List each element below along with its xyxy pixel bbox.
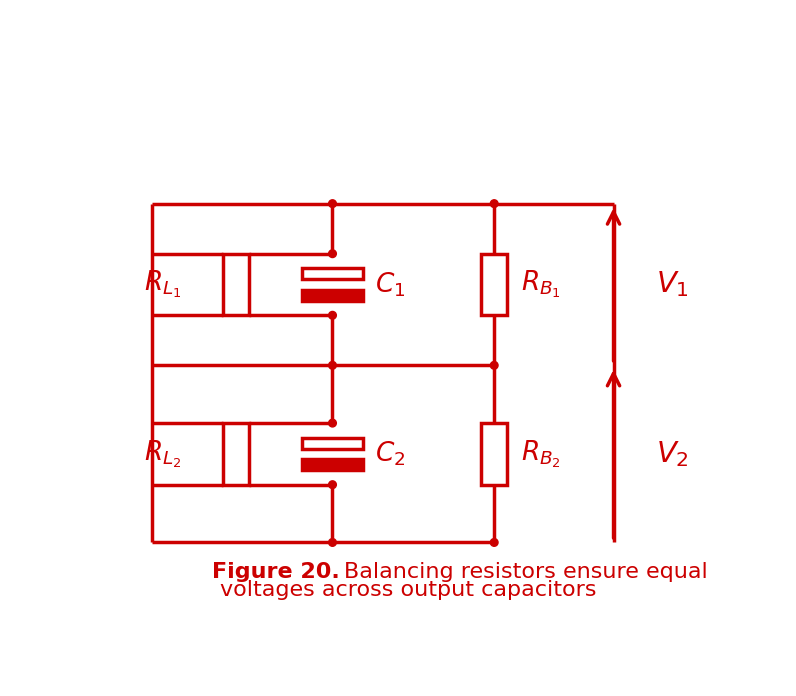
Text: $V_2$: $V_2$ bbox=[656, 439, 689, 469]
Text: $C_2$: $C_2$ bbox=[375, 440, 405, 468]
Text: $R_{L_2}$: $R_{L_2}$ bbox=[144, 438, 181, 470]
Circle shape bbox=[329, 200, 337, 207]
Circle shape bbox=[329, 419, 337, 427]
Text: voltages across output capacitors: voltages across output capacitors bbox=[220, 580, 596, 600]
Text: Balancing resistors ensure equal: Balancing resistors ensure equal bbox=[344, 562, 708, 582]
Bar bbox=[223, 253, 249, 315]
Circle shape bbox=[329, 250, 337, 258]
Circle shape bbox=[490, 361, 498, 369]
Bar bbox=[302, 290, 363, 301]
Bar bbox=[302, 438, 363, 448]
Bar bbox=[302, 269, 363, 279]
Circle shape bbox=[490, 539, 498, 546]
Text: $V_1$: $V_1$ bbox=[656, 269, 689, 299]
Text: $R_{L_1}$: $R_{L_1}$ bbox=[144, 269, 181, 300]
Circle shape bbox=[329, 539, 337, 546]
Bar bbox=[223, 423, 249, 484]
Text: Figure 20.: Figure 20. bbox=[213, 562, 340, 582]
Circle shape bbox=[490, 200, 498, 207]
Circle shape bbox=[329, 481, 337, 489]
Bar bbox=[481, 253, 507, 315]
Circle shape bbox=[329, 361, 337, 369]
Text: $C_1$: $C_1$ bbox=[375, 270, 405, 299]
Text: $R_{B_2}$: $R_{B_2}$ bbox=[521, 438, 561, 470]
Circle shape bbox=[329, 311, 337, 319]
Bar bbox=[481, 423, 507, 484]
Text: $R_{B_1}$: $R_{B_1}$ bbox=[521, 269, 561, 300]
Bar bbox=[302, 459, 363, 470]
